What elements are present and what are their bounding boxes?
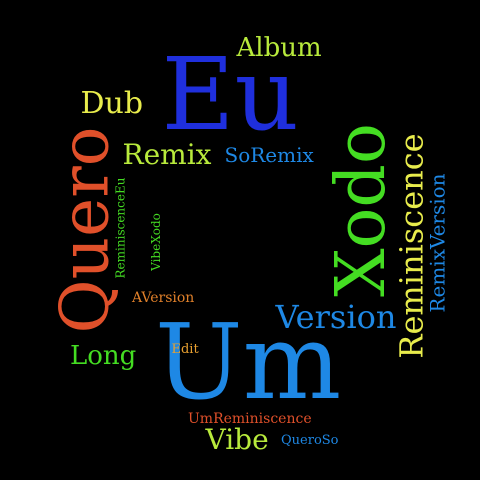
word-eu: Eu <box>161 36 299 153</box>
word-long: Long <box>70 341 137 371</box>
word-album: Album <box>236 33 322 63</box>
word-soremix: SoRemix <box>224 143 314 167</box>
word-remix: Remix <box>122 138 212 171</box>
word-remixversion: RemixVersion <box>425 173 450 313</box>
word-queroso: QueroSo <box>281 432 339 448</box>
word-aversion: AVersion <box>132 290 195 306</box>
word-reminiscenceeu: ReminiscenceEu <box>112 177 127 279</box>
word-version: Version <box>275 298 397 336</box>
word-vibe: Vibe <box>205 423 269 456</box>
word-umreminiscence: UmReminiscence <box>188 411 312 427</box>
word-xodo: Xodo <box>321 123 401 297</box>
word-vibexodo: VibeXodo <box>148 213 163 271</box>
word-reminiscence: Reminiscence <box>392 133 431 359</box>
word-dub: Dub <box>80 86 144 121</box>
word-edit: Edit <box>171 341 199 357</box>
word-quero: Quero <box>45 126 123 334</box>
word-um: Um <box>155 301 342 423</box>
